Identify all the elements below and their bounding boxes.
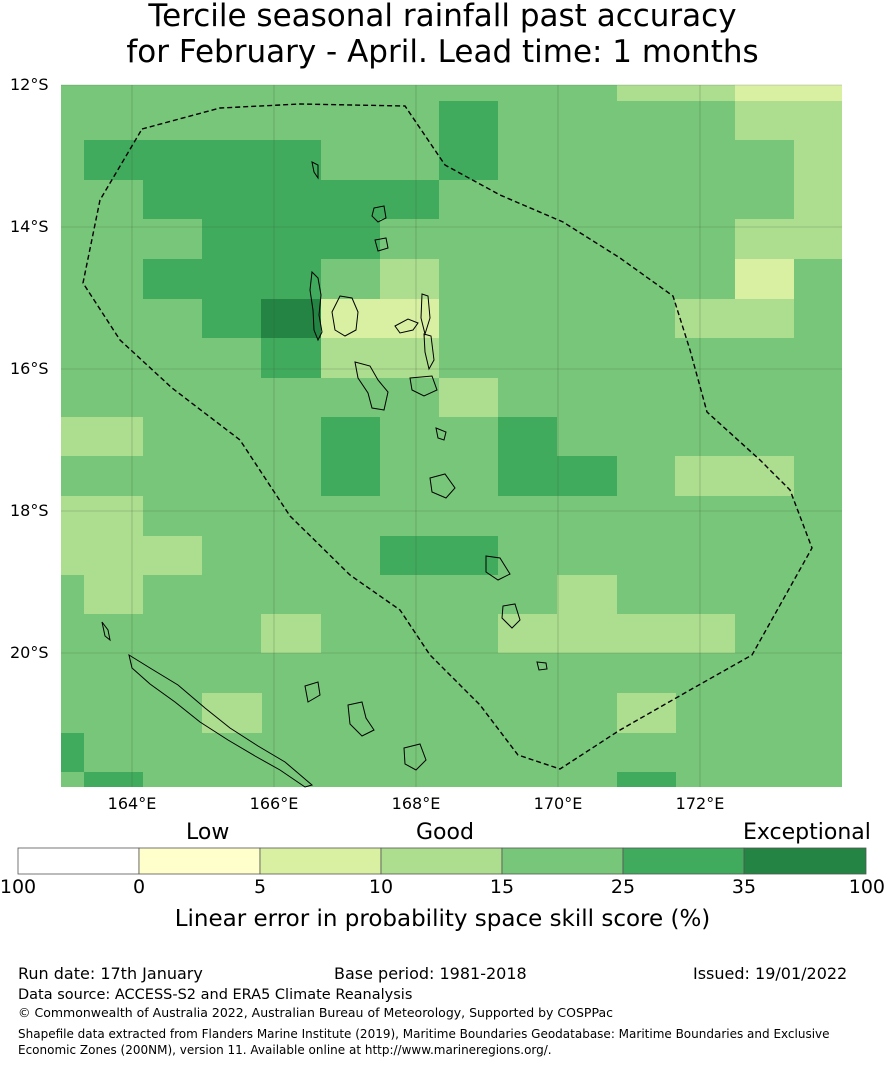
colorbar-category-good: Good (416, 820, 474, 845)
skill-cell (261, 338, 321, 378)
skill-cell (675, 456, 794, 496)
skill-cell (143, 180, 439, 219)
skill-cell (735, 101, 842, 140)
colorbar-segment-35-100 (743, 847, 867, 875)
skill-cell (498, 614, 735, 653)
colorbar-tick: 10 (368, 876, 394, 898)
skill-cell (84, 772, 143, 787)
skill-cell (261, 614, 321, 653)
skill-cell (380, 536, 498, 575)
skill-cell (557, 575, 617, 614)
island-outlines (101, 161, 548, 788)
colorbar-tick: 5 (253, 876, 267, 898)
skill-grid (61, 85, 842, 787)
shapefile-credit-line-1: Shapefile data extracted from Flanders M… (18, 1027, 830, 1041)
lat-label-18s: 18°S (10, 501, 49, 520)
skill-cell (617, 85, 735, 101)
colorbar-category-exceptional: Exceptional (743, 820, 871, 845)
base-period: Base period: 1981-2018 (334, 964, 527, 983)
lon-label-168e: 168°E (391, 794, 441, 813)
skill-cell (617, 772, 676, 787)
skill-cell (439, 378, 498, 417)
colorbar-tick: 15 (489, 876, 515, 898)
map-gridlines (61, 84, 842, 787)
skill-cell (439, 101, 498, 180)
colorbar-label: Linear error in probability space skill … (174, 906, 711, 932)
lon-label-166e: 166°E (249, 794, 299, 813)
skill-cell (321, 417, 380, 496)
skill-cell (735, 85, 842, 101)
copyright: © Commonwealth of Australia 2022, Austra… (18, 1005, 613, 1020)
colorbar (17, 847, 867, 875)
skill-cell (380, 259, 439, 299)
skill-cell (261, 299, 321, 338)
skill-cell (202, 299, 261, 338)
skill-cell (675, 299, 794, 338)
colorbar-segment-25-35 (622, 847, 745, 875)
colorbar-tick: 25 (610, 876, 636, 898)
colorbar-tick: 0 (132, 876, 146, 898)
colorbar-segment-15-25 (501, 847, 624, 875)
skill-cell (321, 299, 439, 338)
skill-cell (735, 259, 794, 299)
skill-cell (61, 417, 143, 456)
skill-cell (143, 259, 321, 299)
lon-label-170e: 170°E (533, 794, 583, 813)
skill-cell (61, 496, 143, 536)
colorbar-category-low: Low (186, 820, 230, 845)
eez-boundary (82, 103, 813, 770)
lat-label-16s: 16°S (10, 359, 49, 378)
lon-label-172e: 172°E (675, 794, 725, 813)
colorbar-segment-below-0 (17, 847, 140, 875)
chart-title-line-1: Tercile seasonal rainfall past accuracy (148, 0, 737, 34)
skill-cell (202, 219, 380, 259)
colorbar-tick: 35 (731, 876, 757, 898)
data-source: Data source: ACCESS-S2 and ERA5 Climate … (18, 987, 413, 1003)
skill-cell (84, 140, 321, 180)
lat-label-20s: 20°S (10, 643, 49, 662)
skill-cell (735, 219, 842, 259)
skill-cell (61, 536, 202, 575)
colorbar-segment-10-15 (380, 847, 503, 875)
lat-label-14s: 14°S (10, 217, 49, 236)
issued-date: Issued: 19/01/2022 (693, 964, 848, 983)
shapefile-credit-line-2: Economic Zones (200NM), version 11. Avai… (18, 1043, 552, 1057)
lat-label-12s: 12°S (10, 75, 49, 94)
colorbar-tick: -100 (0, 876, 37, 898)
skill-cell (617, 693, 676, 733)
colorbar-segment-5-10 (259, 847, 382, 875)
skill-cell (498, 417, 557, 496)
colorbar-segment-0-5 (138, 847, 261, 875)
skill-cell (557, 456, 617, 496)
skill-cell (61, 733, 84, 772)
skill-cell (321, 338, 439, 378)
colorbar-tick: 100 (848, 876, 885, 898)
lon-label-164e: 164°E (107, 794, 157, 813)
skill-cell (84, 575, 143, 614)
skill-cell (794, 140, 842, 219)
chart-title-line-2: for February - April. Lead time: 1 month… (126, 34, 759, 70)
run-date: Run date: 17th January (18, 964, 203, 983)
